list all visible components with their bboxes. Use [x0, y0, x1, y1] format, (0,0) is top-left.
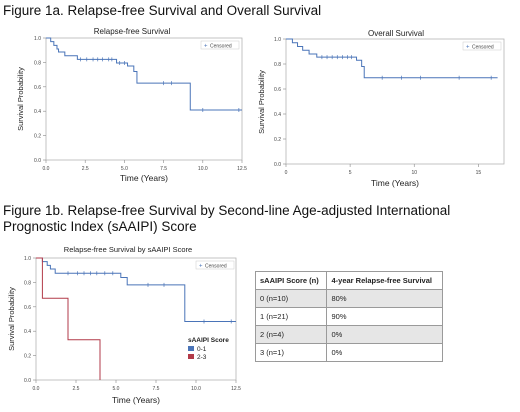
legend: + Censored: [200, 40, 240, 50]
survival-curve: [46, 37, 242, 111]
y-tick-label: 0.4: [24, 329, 31, 335]
rfs-chart: Relapse-free Survival + Censored 0.00.20…: [16, 27, 247, 183]
table-cell: 3 (n=1): [254, 343, 328, 362]
survival-curve: [286, 38, 498, 79]
y-tick-label: 0.0: [24, 378, 31, 384]
y-tick-label: 0.0: [274, 162, 281, 168]
x-tick-label: 12.5: [237, 166, 247, 172]
y-tick-label: 0.6: [34, 85, 41, 91]
table-cell: 0 (n=10): [254, 289, 328, 308]
censor-legend-label: Censored: [205, 264, 227, 270]
table-header-row: sAAIPI Score (n) 4-year Relapse-free Sur…: [254, 271, 443, 290]
saaipi-score-table: sAAIPI Score (n) 4-year Relapse-free Sur…: [254, 271, 443, 362]
table-cell: 0%: [326, 325, 443, 344]
y-tick-label: 0.6: [24, 305, 31, 311]
survival-curves: [36, 257, 236, 380]
rfs-by-saaipi-chart: Relapse-free Survival by sAAIPI Score + …: [7, 245, 241, 405]
x-tick-label: 0: [285, 170, 288, 176]
censor-legend-marker: +: [199, 264, 203, 270]
survival-curve-2-3: [36, 257, 101, 380]
y-tick-label: 0.8: [24, 280, 31, 286]
x-tick-label: 10.0: [198, 166, 208, 172]
y-tick-label: 1.0: [274, 37, 281, 43]
table-cell: 1 (n=21): [254, 307, 328, 326]
os-chart: Overall Survival + Censored 0.0 0.2 0.4 0.6…: [257, 29, 505, 188]
y-tick-label: 0.0: [34, 158, 41, 164]
y-ticks: 0.0 0.2 0.4 0.6 0.8 1.0: [24, 256, 36, 384]
y-axis-label: Survival Probability: [7, 287, 16, 351]
survival-curves: [46, 37, 242, 112]
legend: + Censored: [462, 41, 502, 51]
table-cell: 0%: [326, 343, 443, 362]
table-row: 0 (n=10) 80%: [254, 289, 443, 308]
y-tick-label: 0.4: [274, 112, 281, 118]
y-axis-label: Survival Probability: [16, 67, 25, 131]
y-tick-label: 1.0: [24, 256, 31, 262]
table-header-cell: sAAIPI Score (n): [254, 271, 328, 290]
group-legend: sAAIPI Score 0-1 2-3: [188, 337, 229, 361]
table-header-cell: 4-year Relapse-free Survival: [326, 271, 443, 290]
y-tick-label: 0.6: [274, 87, 281, 93]
y-ticks: 0.0 0.2 0.4 0.6 0.8 1.0: [34, 36, 46, 164]
group-legend-title: sAAIPI Score: [188, 337, 229, 344]
x-tick-label: 15: [476, 170, 482, 176]
y-tick-label: 0.4: [34, 109, 41, 115]
plot-frame: [285, 38, 505, 165]
legend: + Censored: [195, 260, 235, 270]
censor-legend-label: Censored: [210, 44, 232, 50]
table-cell: 80%: [326, 289, 443, 308]
group-swatch-2-3: [188, 354, 194, 359]
group-swatch-0-1: [188, 346, 194, 351]
group-label-0-1: 0-1: [197, 346, 207, 353]
x-tick-label: 10: [411, 170, 417, 176]
plot-frame: [45, 37, 243, 161]
table-row: 2 (n=4) 0%: [254, 325, 443, 344]
x-tick-label: 5: [349, 170, 352, 176]
table-row: 3 (n=1) 0%: [254, 343, 443, 362]
survival-curves: [286, 38, 498, 80]
x-tick-label: 2.5: [73, 386, 80, 392]
x-ticks: 0.0 2.5 5.0 7.5 10.0 12.5: [33, 380, 241, 392]
table-cell: 2 (n=4): [254, 325, 328, 344]
y-tick-label: 0.2: [274, 137, 281, 143]
table-cell: 90%: [326, 307, 443, 326]
chart-title: Relapse-free Survival by sAAIPI Score: [64, 245, 192, 254]
y-tick-label: 0.2: [24, 354, 31, 360]
y-axis-label: Survival Probability: [257, 70, 266, 134]
x-tick-label: 2.5: [82, 166, 89, 172]
x-axis-label: Time (Years): [371, 178, 419, 188]
x-tick-label: 5.0: [121, 166, 128, 172]
group-label-2-3: 2-3: [197, 354, 207, 361]
y-ticks: 0.0 0.2 0.4 0.6 0.8 1.0: [274, 37, 286, 168]
x-tick-label: 0.0: [33, 386, 40, 392]
x-axis-label: Time (Years): [112, 395, 160, 405]
censor-legend-marker: +: [466, 45, 470, 51]
figure-1b-title: Figure 1b. Relapse-free Survival by Seco…: [3, 203, 451, 234]
x-tick-label: 12.5: [231, 386, 241, 392]
figure-1a-title: Figure 1a. Relapse-free Survival and Ove…: [3, 3, 322, 18]
x-tick-label: 7.5: [153, 386, 160, 392]
plot-frame: [35, 257, 237, 381]
table-row: 1 (n=21) 90%: [254, 307, 443, 326]
x-ticks: 0.0 2.5 5.0 7.5 10.0 12.5: [43, 160, 247, 172]
censor-legend-marker: +: [204, 44, 208, 50]
x-tick-label: 0.0: [43, 166, 50, 172]
y-tick-label: 1.0: [34, 36, 41, 42]
survival-curve-0-1: [36, 257, 236, 322]
chart-title: Relapse-free Survival: [94, 27, 171, 36]
x-tick-label: 7.5: [160, 166, 167, 172]
y-tick-label: 0.2: [34, 134, 41, 140]
chart-title: Overall Survival: [368, 29, 424, 38]
y-tick-label: 0.8: [274, 62, 281, 68]
x-tick-label: 5.0: [113, 386, 120, 392]
censor-legend-label: Censored: [472, 45, 494, 51]
y-tick-label: 0.8: [34, 60, 41, 66]
x-axis-label: Time (Years): [120, 173, 168, 183]
x-ticks: 0 5 10 15: [285, 164, 482, 176]
x-tick-label: 10.0: [191, 386, 201, 392]
